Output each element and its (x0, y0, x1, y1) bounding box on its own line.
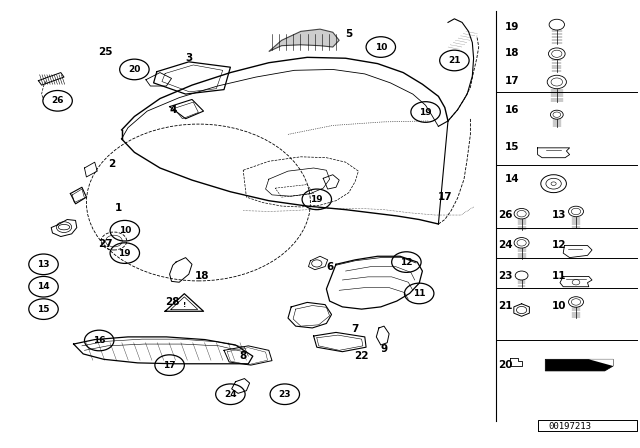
Text: 1: 1 (115, 203, 122, 213)
Text: 26: 26 (499, 210, 513, 220)
Text: 15: 15 (37, 305, 50, 314)
Text: 2: 2 (108, 159, 116, 168)
Text: 13: 13 (37, 260, 50, 269)
Text: 17: 17 (163, 361, 176, 370)
Text: 00197213: 00197213 (548, 422, 591, 431)
Text: 19: 19 (419, 108, 432, 116)
Text: 19: 19 (310, 195, 323, 204)
Text: 16: 16 (93, 336, 106, 345)
Text: 27: 27 (99, 239, 113, 249)
Text: 11: 11 (413, 289, 426, 298)
Polygon shape (545, 359, 613, 371)
Text: 21: 21 (499, 301, 513, 310)
Text: 18: 18 (505, 48, 519, 58)
Text: 22: 22 (355, 351, 369, 361)
Text: 12: 12 (400, 258, 413, 267)
Text: 28: 28 (166, 297, 180, 307)
Text: 26: 26 (51, 96, 64, 105)
Text: 17: 17 (505, 76, 519, 86)
Text: 6: 6 (326, 262, 333, 271)
Polygon shape (269, 29, 339, 52)
Text: 15: 15 (505, 142, 519, 152)
Text: 10: 10 (552, 301, 566, 310)
Text: 9: 9 (380, 345, 388, 354)
Text: 3: 3 (185, 53, 193, 63)
Text: 8: 8 (239, 351, 247, 361)
Text: 13: 13 (552, 210, 566, 220)
Text: 4: 4 (169, 105, 177, 115)
Text: 10: 10 (118, 226, 131, 235)
Text: 12: 12 (552, 240, 566, 250)
Text: 18: 18 (195, 271, 209, 280)
Text: 23: 23 (499, 271, 513, 280)
Text: 7: 7 (351, 324, 359, 334)
Text: 20: 20 (499, 360, 513, 370)
Text: 16: 16 (505, 105, 519, 115)
Text: 19: 19 (505, 22, 519, 32)
Polygon shape (589, 359, 613, 366)
Text: 11: 11 (552, 271, 566, 280)
Text: 21: 21 (448, 56, 461, 65)
Text: 5: 5 (345, 29, 353, 39)
Text: 19: 19 (118, 249, 131, 258)
Text: 24: 24 (499, 240, 513, 250)
Text: 25: 25 (99, 47, 113, 56)
Text: 20: 20 (128, 65, 141, 74)
Text: 23: 23 (278, 390, 291, 399)
Text: 14: 14 (37, 282, 50, 291)
Text: 10: 10 (374, 43, 387, 52)
Text: 14: 14 (505, 174, 519, 184)
Text: 24: 24 (224, 390, 237, 399)
Text: 17: 17 (438, 192, 452, 202)
Text: !: ! (182, 302, 186, 308)
